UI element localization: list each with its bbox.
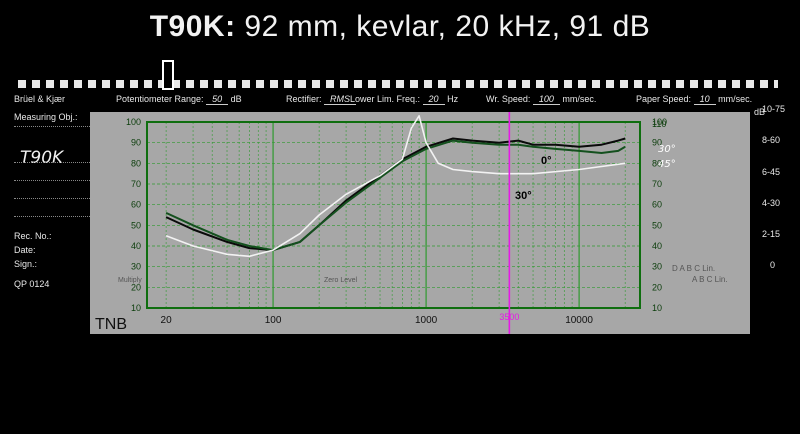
page-title: T90K: 92 mm, kevlar, 20 kHz, 91 dB [0,10,800,44]
y-tick-label-right: 110 [652,119,666,129]
right-scale-1: 8-60 [762,135,781,145]
y-tick-label: 70 [131,179,141,189]
y-tick-label: 90 [131,138,141,148]
annotation-30deg: 30° [515,190,532,202]
lower-limit-label: Lower Lim. Freq.: 20 Hz [350,94,459,105]
zero-level-label: Zero Level [324,277,358,284]
multiply-label: Multiply [118,277,142,284]
y-tick-label-right: 40 [652,241,662,251]
weighting-labels-bottom: A B C Lin. [692,275,728,284]
x-tick-label: 20 [161,315,173,326]
y-tick-label-right: 90 [652,138,662,148]
x-tick-label: 1000 [415,315,438,326]
y-tick-label: 20 [131,282,141,292]
measuring-obj-label: Measuring Obj.: [14,112,78,122]
form-number: QP 0124 [14,279,50,289]
y-tick-label-right: 100 [652,117,667,127]
y-tick-label: 100 [126,117,141,127]
y-tick-label-right: 80 [652,158,662,168]
y-tick-label-right: 70 [652,179,662,189]
level-slider-marker [162,60,174,90]
marker-label: 3500 [499,312,519,322]
panel-label-tnb: TNB [95,316,127,333]
frequency-response-chart: 10 20 30 40 50 60 70 80 90 100 10 20 30 40 50 60 70 80 90 1… [95,112,728,334]
y-tick-label: 30 [131,262,141,272]
form-line [14,126,100,127]
y-tick-label-right: 20 [652,282,662,292]
model-name: T90K: [149,10,236,43]
right-scale-4: 2-15 [762,229,781,239]
y-tick-label: 50 [131,220,141,230]
annotation-30deg-hand: 30° [658,144,676,155]
write-speed-label: Wr. Speed: 100 mm/sec. [486,94,597,105]
y-tick-label: 10 [131,303,141,313]
form-line [14,198,100,199]
x-tick-label: 100 [265,315,282,326]
recorder-paper: Brüel & Kjær Potentiometer Range: 50 dB … [0,90,800,290]
chart-panel: 10 20 30 40 50 60 70 80 90 100 10 20 30 40 50 60 70 80 90 1… [90,112,750,334]
y-tick-label-right: 10 [652,303,662,313]
series-line-2 [165,139,626,252]
tick-layer: 10 20 30 40 50 60 70 80 90 100 10 20 30 40 50 60 70 80 90 1… [126,117,667,326]
right-scale-0: 10-75 [762,104,786,114]
form-line [14,180,100,181]
plot-frame [146,121,641,309]
model-specs: 92 mm, kevlar, 20 kHz, 91 dB [235,10,651,43]
form-line [14,162,100,163]
measuring-obj-value: T90K [20,148,64,168]
rectifier-label: Rectifier: RMS [286,94,357,105]
weighting-labels-top: D A B C Lin. [672,264,715,273]
right-scale-2: 6-45 [762,167,781,177]
annotation-0deg: 0° [541,155,552,167]
y-tick-label-right: 30 [652,262,662,272]
sign-label: Sign.: [14,259,38,269]
sprocket-holes [18,80,778,88]
series-line-3 [165,115,626,258]
y-tick-label: 80 [131,158,141,168]
form-line [14,216,100,217]
y-tick-label: 40 [131,241,141,251]
right-db-label: dB [754,107,766,117]
right-scale-3: 4-30 [762,198,781,208]
potentiometer-label: Potentiometer Range: 50 dB [116,94,242,105]
annotation-45deg-hand: 45° [658,159,676,170]
right-scale-5: 0 [770,260,776,270]
series-layer [165,112,626,334]
y-tick-label-right: 60 [652,200,662,210]
paper-feed-strip [18,60,778,90]
rec-no-label: Rec. No.: [14,231,52,241]
x-tick-label: 10000 [565,315,593,326]
series-line-1 [165,137,626,252]
brand-label: Brüel & Kjær [14,94,66,104]
y-tick-label: 60 [131,200,141,210]
date-label: Date: [14,245,36,255]
y-tick-label-right: 50 [652,220,662,230]
paper-speed-label: Paper Speed: 10 mm/sec. [636,94,753,105]
